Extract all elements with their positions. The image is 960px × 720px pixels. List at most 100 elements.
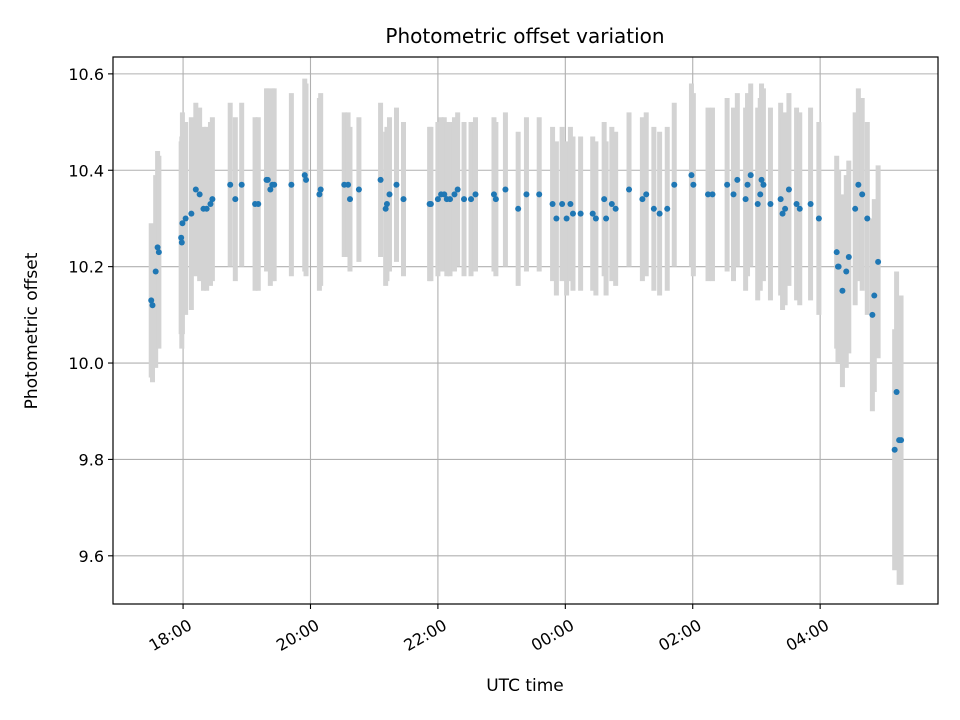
data-point <box>724 181 731 188</box>
data-point <box>650 205 657 212</box>
data-point <box>271 181 278 188</box>
data-point <box>608 200 615 207</box>
data-point <box>603 215 610 222</box>
data-point <box>155 249 162 256</box>
data-point <box>664 205 671 212</box>
data-point <box>267 186 274 193</box>
data-point <box>502 186 509 193</box>
data-point <box>785 186 792 193</box>
data-point <box>601 196 608 203</box>
data-point <box>203 205 210 212</box>
data-points <box>148 172 905 453</box>
data-point <box>855 181 862 188</box>
data-point <box>626 186 633 193</box>
data-point <box>559 200 566 207</box>
data-point <box>656 210 663 217</box>
data-point <box>454 186 461 193</box>
data-point <box>758 176 765 183</box>
data-point <box>734 176 741 183</box>
data-point <box>346 196 353 203</box>
data-point <box>859 191 866 198</box>
data-point <box>569 210 576 217</box>
data-point <box>303 176 310 183</box>
data-point <box>779 210 786 217</box>
data-point <box>523 191 530 198</box>
data-point <box>316 191 323 198</box>
data-point <box>345 181 352 188</box>
data-point <box>227 181 234 188</box>
data-point <box>209 196 216 203</box>
data-point <box>898 437 905 444</box>
data-point <box>875 258 882 265</box>
data-point <box>377 176 384 183</box>
data-point <box>742 196 749 203</box>
y-tick-label: 9.8 <box>79 450 104 469</box>
data-point <box>639 196 646 203</box>
data-point <box>490 191 497 198</box>
y-tick-label: 10.6 <box>68 65 104 84</box>
data-point <box>179 220 186 227</box>
data-point <box>451 191 458 198</box>
data-point <box>301 172 308 179</box>
data-point <box>149 302 156 309</box>
data-point <box>671 181 678 188</box>
data-point <box>839 287 846 294</box>
data-point <box>709 191 716 198</box>
data-point <box>747 172 754 179</box>
data-point <box>264 176 271 183</box>
data-point <box>427 200 434 207</box>
chart-title: Photometric offset variation <box>385 24 664 48</box>
data-point <box>796 205 803 212</box>
data-point <box>393 181 400 188</box>
data-point <box>891 446 898 453</box>
data-point <box>515 205 522 212</box>
data-point <box>447 196 454 203</box>
data-point <box>744 181 751 188</box>
data-point <box>815 215 822 222</box>
data-point <box>154 244 161 251</box>
data-point <box>492 196 499 203</box>
data-point <box>434 196 441 203</box>
data-point <box>754 200 761 207</box>
data-point <box>893 388 900 395</box>
data-point <box>690 181 697 188</box>
data-point <box>383 200 390 207</box>
data-point <box>592 215 599 222</box>
data-point <box>845 254 852 261</box>
data-point <box>288 181 295 188</box>
data-point <box>441 191 448 198</box>
y-tick-label: 10.2 <box>68 258 104 277</box>
data-point <box>400 196 407 203</box>
data-point <box>871 292 878 299</box>
data-point <box>843 268 850 275</box>
y-axis-title: Photometric offset <box>22 252 42 409</box>
data-point <box>188 210 195 217</box>
data-point <box>182 215 189 222</box>
plot-frame <box>112 56 939 605</box>
data-point <box>835 263 842 270</box>
data-point <box>864 215 871 222</box>
data-point <box>705 191 712 198</box>
x-axis-title: UTC time <box>486 676 564 696</box>
data-point <box>782 205 789 212</box>
data-point <box>767 200 774 207</box>
data-point <box>869 311 876 318</box>
data-point <box>760 181 767 188</box>
data-point <box>207 200 214 207</box>
data-point <box>355 186 362 193</box>
data-point <box>468 196 475 203</box>
data-point <box>472 191 479 198</box>
data-point <box>536 191 543 198</box>
y-tick-label: 10.0 <box>68 354 104 373</box>
data-point <box>563 215 570 222</box>
data-point <box>757 191 764 198</box>
data-point <box>833 249 840 256</box>
data-point <box>148 297 155 304</box>
data-point <box>777 196 784 203</box>
data-point <box>461 196 468 203</box>
y-tick-label: 10.4 <box>68 161 104 180</box>
y-tick-label: 9.6 <box>79 547 104 566</box>
data-point <box>553 215 560 222</box>
